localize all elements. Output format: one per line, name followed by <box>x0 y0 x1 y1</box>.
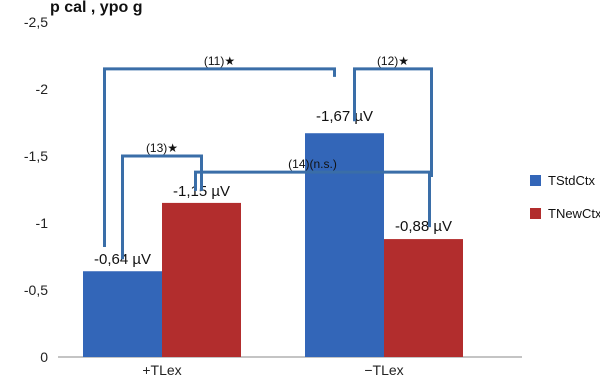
significance-label: (13)★ <box>146 141 178 155</box>
data-label: -1,15 µV <box>173 183 230 200</box>
data-label: -1,67 µV <box>316 108 373 125</box>
y-tick-label: 0 <box>40 349 48 365</box>
bar-tnewctx-0 <box>162 202 241 357</box>
legend-swatch-tnewctx <box>530 208 541 219</box>
significance-bracket <box>194 170 431 228</box>
y-tick-label: -2 <box>36 81 49 97</box>
data-label: -0,64 µV <box>94 251 151 268</box>
x-category-label: +TLex <box>142 362 181 378</box>
y-tick-label: -1,5 <box>24 148 48 164</box>
chart-title: p cal , ypo g <box>50 0 142 16</box>
bar-tstdctx-1 <box>305 133 384 357</box>
significance-label: (12)★ <box>377 54 409 68</box>
y-tick-label: -0,5 <box>24 282 48 298</box>
y-tick-label: -1 <box>36 215 49 231</box>
x-category-label: −TLex <box>364 362 403 378</box>
y-tick-label: -2,5 <box>24 14 48 30</box>
bar-tnewctx-1 <box>384 239 463 357</box>
significance-label: (11)★ <box>204 54 235 68</box>
data-label: -0,88 µV <box>395 218 452 235</box>
significance-bracket <box>103 67 336 247</box>
legend-label-tnewctx: TNewCtx <box>548 206 600 221</box>
bar-tstdctx-0 <box>83 271 162 357</box>
legend-swatch-tstdctx <box>530 175 541 186</box>
significance-bracket <box>353 67 433 177</box>
legend-label-tstdctx: TStdCtx <box>548 173 595 188</box>
significance-label: (14)(n.s.) <box>288 157 337 171</box>
